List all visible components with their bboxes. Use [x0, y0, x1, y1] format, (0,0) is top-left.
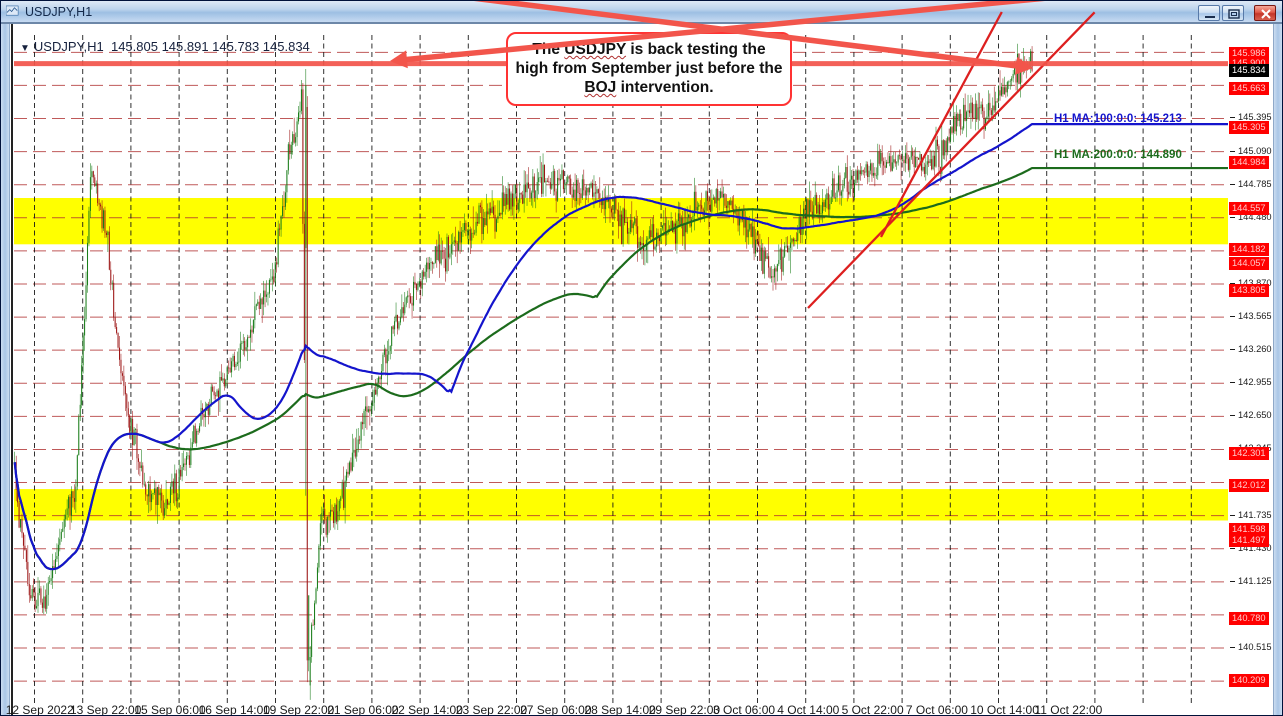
svg-text:H1 MA:200:0:0: 144.890: H1 MA:200:0:0: 144.890	[1054, 149, 1182, 161]
svg-text:H1 MA:100:0:0: 145.213: H1 MA:100:0:0: 145.213	[1054, 113, 1182, 125]
